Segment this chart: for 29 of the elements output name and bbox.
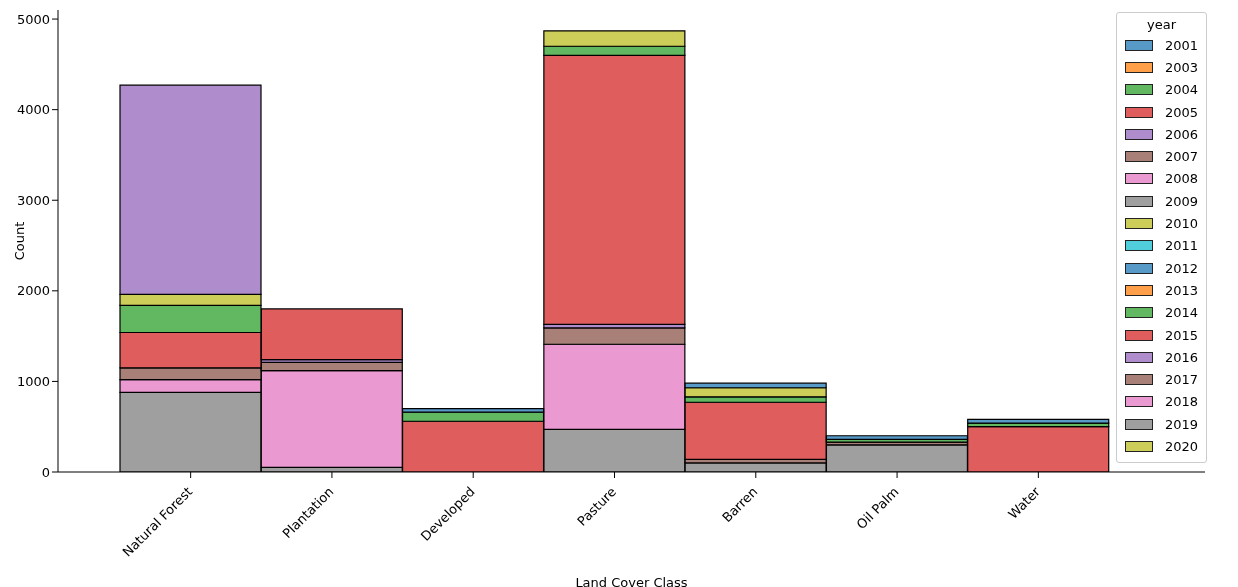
legend-label: 2017 [1165, 372, 1199, 388]
y-axis-title: Count [11, 221, 27, 261]
legend-label: 2001 [1165, 37, 1199, 53]
legend-label: 2008 [1165, 171, 1199, 187]
legend-label: 2019 [1165, 416, 1199, 432]
bar [967, 418, 1110, 424]
legend-title: year [1146, 17, 1178, 32]
legend-label: 2015 [1165, 327, 1199, 343]
legend-label: 2003 [1165, 59, 1199, 75]
y-tick-label: 4000 [16, 102, 50, 118]
y-tick-label: 0 [41, 464, 50, 480]
legend-label: 2013 [1165, 282, 1199, 298]
legend-label: 2007 [1165, 149, 1199, 165]
y-tick-label: 1000 [16, 374, 50, 390]
legend-label: 2004 [1165, 82, 1199, 98]
legend-label: 2011 [1165, 238, 1199, 254]
legend-label: 2006 [1165, 126, 1199, 142]
legend-label: 2016 [1165, 349, 1199, 365]
x-axis-title: Land Cover Class [575, 575, 688, 587]
legend-label: 2020 [1165, 438, 1199, 454]
legend-label: 2009 [1165, 193, 1199, 209]
legend-label: 2005 [1165, 104, 1199, 120]
legend-label: 2012 [1165, 260, 1199, 276]
y-tick-label: 3000 [16, 192, 50, 208]
y-tick-label: 5000 [16, 11, 50, 27]
legend-label: 2014 [1165, 305, 1199, 321]
legend-label: 2010 [1165, 216, 1199, 232]
y-tick-label: 2000 [16, 283, 50, 299]
legend-label: 2018 [1165, 394, 1199, 410]
